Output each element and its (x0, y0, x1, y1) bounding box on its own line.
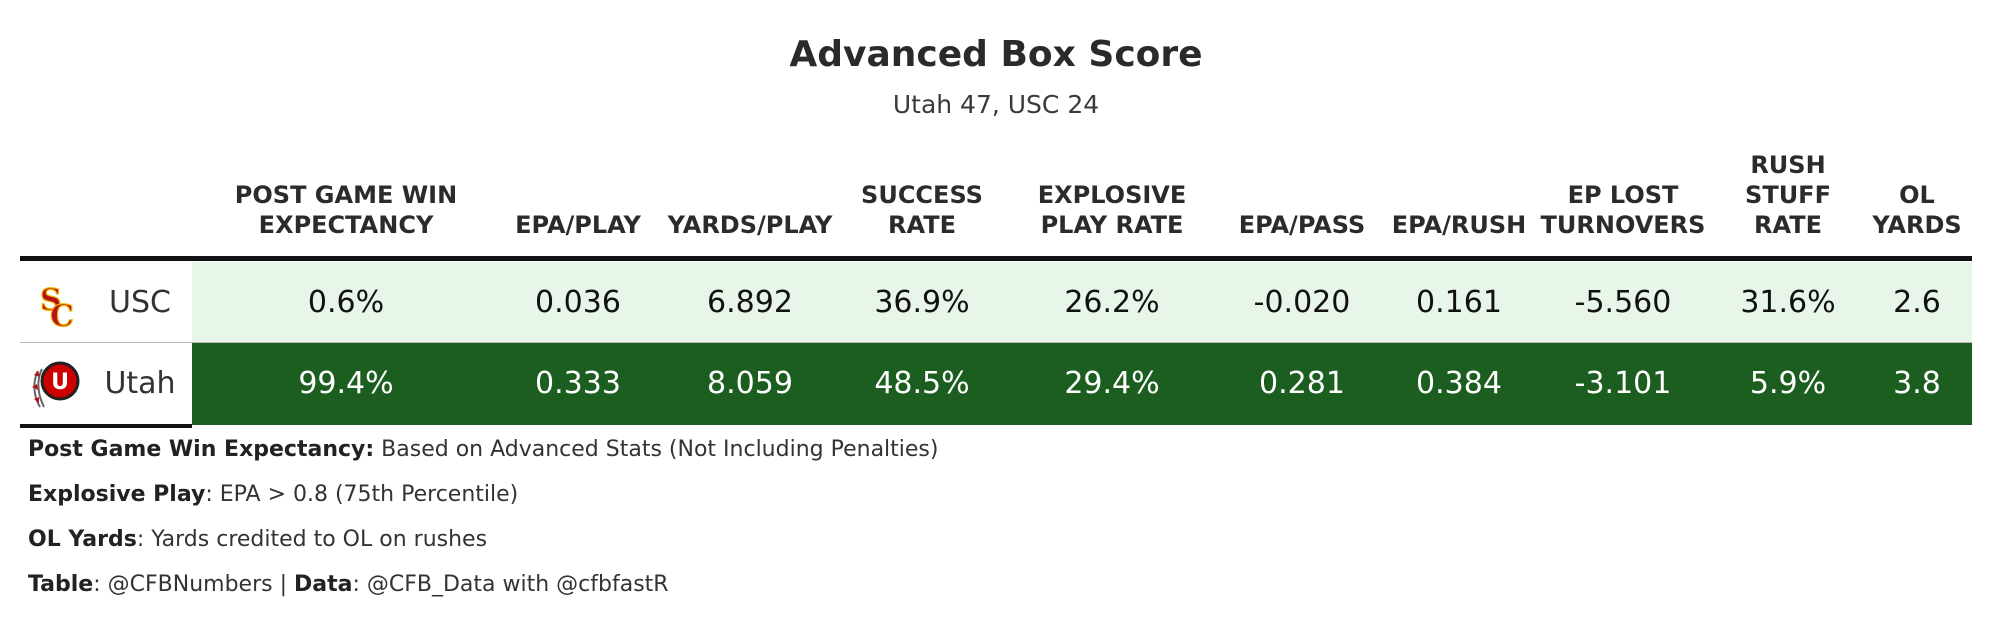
note-label: Data (293, 572, 353, 597)
cell-success: 48.5% (874, 366, 970, 401)
cell-epa-rush: 0.161 (1416, 285, 1502, 320)
column-header-win-exp: POST GAME WIN EXPECTANCY (234, 181, 458, 239)
cell-epa-rush: 0.384 (1416, 366, 1502, 401)
note-text: : @CFBNumbers | (93, 572, 294, 597)
page-title: Advanced Box Score (789, 34, 1203, 75)
note-text: : @CFB_Data with @cfbfastR (352, 572, 669, 597)
team-name: USC (109, 285, 171, 320)
cell-success: 36.9% (874, 285, 970, 320)
row-divider (20, 342, 1972, 343)
team-cell: U Utah (20, 343, 192, 425)
svg-text:U: U (51, 370, 69, 395)
column-header-epa-play: EPA/PLAY (515, 211, 641, 239)
cell-epa-play: 0.333 (535, 366, 621, 401)
cell-win-exp: 99.4% (298, 366, 394, 401)
cell-yards-play: 8.059 (707, 366, 793, 401)
column-header-explosive: EXPLOSIVE PLAY RATE (1037, 181, 1187, 239)
cell-stuff: 5.9% (1749, 366, 1827, 401)
column-header-epa-rush: EPA/RUSH (1391, 211, 1527, 239)
column-header-ep-lost: EP LOST TURNOVERS (1540, 181, 1706, 239)
note-label: Post Game Win Expectancy: (28, 437, 375, 462)
note-explosive-play: Explosive Play: EPA > 0.8 (75th Percenti… (28, 482, 518, 507)
note-label: Table (28, 572, 94, 597)
cell-ep-lost: -5.560 (1574, 285, 1672, 320)
note-label: Explosive Play (28, 482, 206, 507)
note-ol-yards: OL Yards: Yards credited to OL on rushes (28, 527, 487, 552)
page-subtitle: Utah 47, USC 24 (892, 90, 1100, 119)
team-name: Utah (104, 366, 176, 401)
team-cell: S C USC (20, 262, 192, 344)
cell-epa-pass: 0.281 (1259, 366, 1345, 401)
cell-ol: 2.6 (1893, 285, 1941, 320)
row-heat-fill (192, 343, 1972, 425)
column-header-epa-pass: EPA/PASS (1238, 211, 1366, 239)
note-credits: Table: @CFBNumbers | Data: @CFB_Data wit… (28, 572, 669, 597)
note-text: : Yards credited to OL on rushes (136, 527, 488, 552)
svg-text:S: S (40, 283, 62, 318)
row-heat-fill (192, 262, 1972, 344)
column-header-success: SUCCESS RATE (861, 181, 983, 239)
utah-logo-icon: U (28, 357, 82, 411)
cell-ol: 3.8 (1893, 366, 1941, 401)
column-header-ol: OL YARDS (1872, 181, 1962, 239)
column-header-stuff: RUSH STUFF RATE (1745, 151, 1831, 239)
cell-epa-pass: -0.020 (1253, 285, 1351, 320)
note-win-expectancy: Post Game Win Expectancy: Based on Advan… (28, 437, 938, 462)
column-header-yards-play: YARDS/PLAY (667, 211, 833, 239)
header-rule (20, 256, 1972, 261)
cell-yards-play: 6.892 (707, 285, 793, 320)
note-text: Based on Advanced Stats (Not Including P… (374, 437, 939, 462)
cell-explosive: 26.2% (1064, 285, 1160, 320)
table-bottom-rule (20, 424, 192, 428)
cell-ep-lost: -3.101 (1574, 366, 1672, 401)
cell-stuff: 31.6% (1740, 285, 1836, 320)
cell-epa-play: 0.036 (535, 285, 621, 320)
note-text: : EPA > 0.8 (75th Percentile) (205, 482, 519, 507)
svg-text:C: C (50, 299, 74, 330)
table-row: S C USC 0.6% 0.036 6.892 36.9% 26.2% -0.020 0.161… (20, 262, 1972, 344)
cell-win-exp: 0.6% (307, 285, 385, 320)
table-row: U Utah 99.4% 0.333 8.059 48.5% 29.4% 0.281 0.384… (20, 343, 1972, 425)
cell-explosive: 29.4% (1064, 366, 1160, 401)
note-label: OL Yards (28, 527, 137, 552)
